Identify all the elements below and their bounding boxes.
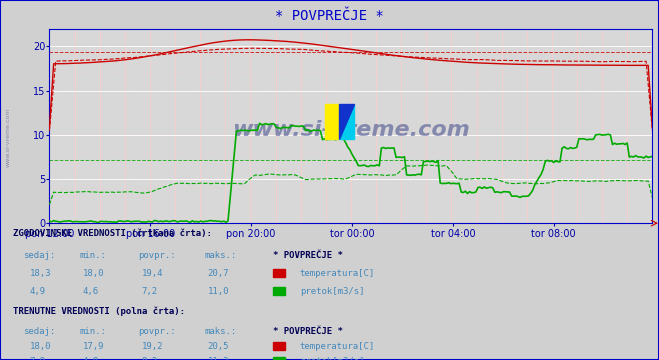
Text: 20,5: 20,5: [208, 342, 229, 351]
Text: pretok[m3/s]: pretok[m3/s]: [300, 357, 364, 360]
Text: temperatura[C]: temperatura[C]: [300, 342, 375, 351]
Text: maks.:: maks.:: [204, 327, 237, 336]
Text: temperatura[C]: temperatura[C]: [300, 269, 375, 278]
Text: 4,6: 4,6: [82, 287, 98, 296]
Text: 19,4: 19,4: [142, 269, 163, 278]
Text: * POVPREČJE *: * POVPREČJE *: [275, 9, 384, 23]
Text: 4,9: 4,9: [30, 287, 45, 296]
Text: 18,0: 18,0: [30, 342, 51, 351]
Text: 18,0: 18,0: [82, 269, 104, 278]
Text: povpr.:: povpr.:: [138, 251, 176, 260]
Text: 18,3: 18,3: [30, 269, 51, 278]
Text: 17,9: 17,9: [82, 342, 104, 351]
Text: * POVPREČJE *: * POVPREČJE *: [273, 251, 343, 260]
Polygon shape: [339, 104, 354, 139]
Text: www.si-vreme.com: www.si-vreme.com: [232, 120, 470, 140]
Text: 19,2: 19,2: [142, 342, 163, 351]
Text: TRENUTNE VREDNOSTI (polna črta):: TRENUTNE VREDNOSTI (polna črta):: [13, 307, 185, 316]
Text: 20,7: 20,7: [208, 269, 229, 278]
Text: 8,2: 8,2: [142, 357, 158, 360]
Text: 11,2: 11,2: [208, 357, 229, 360]
Text: min.:: min.:: [79, 327, 106, 336]
Text: povpr.:: povpr.:: [138, 327, 176, 336]
Text: 4,8: 4,8: [82, 357, 98, 360]
Polygon shape: [339, 104, 354, 139]
Text: 7,2: 7,2: [142, 287, 158, 296]
Text: sedaj:: sedaj:: [23, 251, 55, 260]
Bar: [325, 104, 339, 139]
Text: pretok[m3/s]: pretok[m3/s]: [300, 287, 364, 296]
Text: www.si-vreme.com: www.si-vreme.com: [5, 107, 11, 167]
Text: sedaj:: sedaj:: [23, 327, 55, 336]
Text: min.:: min.:: [79, 251, 106, 260]
Text: * POVPREČJE *: * POVPREČJE *: [273, 327, 343, 336]
Text: maks.:: maks.:: [204, 251, 237, 260]
Text: 7,9: 7,9: [30, 357, 45, 360]
Text: ZGODOVINSKE VREDNOSTI (črtkana črta):: ZGODOVINSKE VREDNOSTI (črtkana črta):: [13, 229, 212, 238]
Text: 11,0: 11,0: [208, 287, 229, 296]
